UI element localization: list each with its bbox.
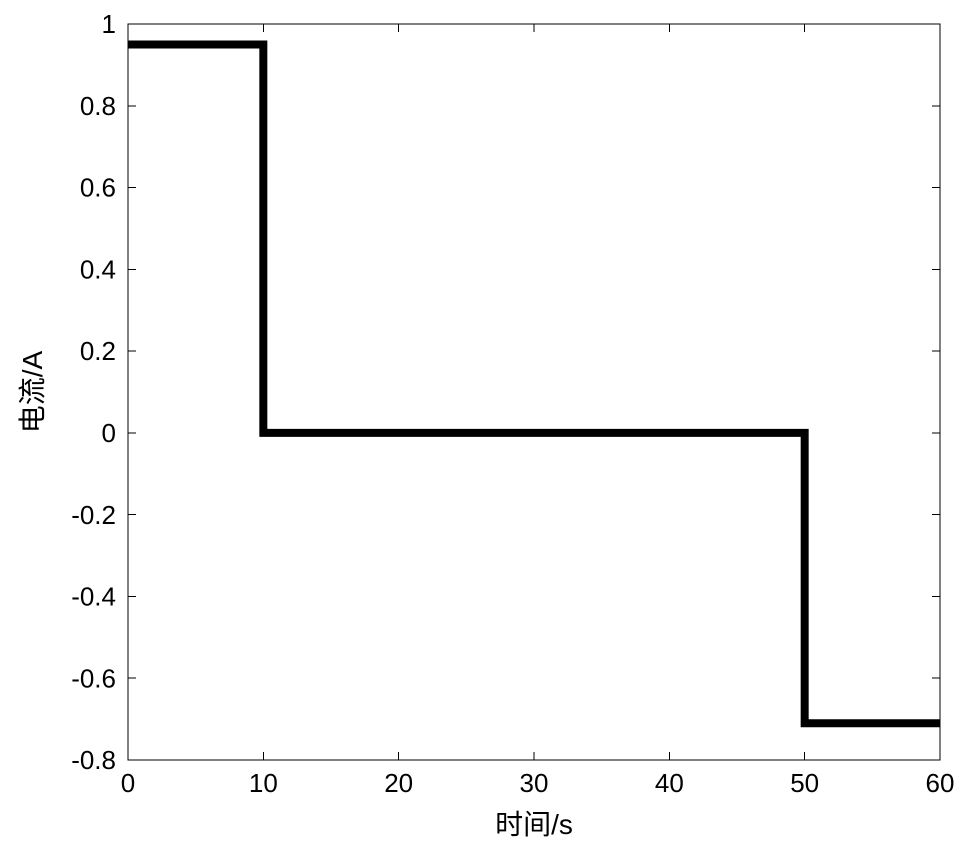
svg-text:40: 40 bbox=[655, 768, 684, 798]
svg-text:-0.6: -0.6 bbox=[71, 663, 116, 693]
svg-text:0.6: 0.6 bbox=[80, 173, 116, 203]
svg-text:0: 0 bbox=[121, 768, 135, 798]
svg-text:-0.2: -0.2 bbox=[71, 500, 116, 530]
svg-text:1: 1 bbox=[102, 9, 116, 39]
svg-text:时间/s: 时间/s bbox=[495, 809, 573, 840]
svg-text:60: 60 bbox=[926, 768, 955, 798]
svg-text:50: 50 bbox=[790, 768, 819, 798]
svg-text:电流/A: 电流/A bbox=[17, 350, 48, 433]
svg-text:0.2: 0.2 bbox=[80, 336, 116, 366]
step-chart: 0 10 20 30 40 50 60 -0.8 -0.6 -0.4 -0.2 0 0.2 0.4 0.6 0… bbox=[0, 0, 969, 845]
svg-text:0: 0 bbox=[102, 418, 116, 448]
svg-text:-0.8: -0.8 bbox=[71, 745, 116, 775]
svg-text:30: 30 bbox=[520, 768, 549, 798]
svg-text:0.4: 0.4 bbox=[80, 254, 116, 284]
svg-text:0.8: 0.8 bbox=[80, 91, 116, 121]
svg-text:20: 20 bbox=[384, 768, 413, 798]
chart-svg: 0 10 20 30 40 50 60 -0.8 -0.6 -0.4 -0.2 0 0.2 0.4 0.6 0… bbox=[0, 0, 969, 845]
svg-text:10: 10 bbox=[249, 768, 278, 798]
svg-text:-0.4: -0.4 bbox=[71, 582, 116, 612]
